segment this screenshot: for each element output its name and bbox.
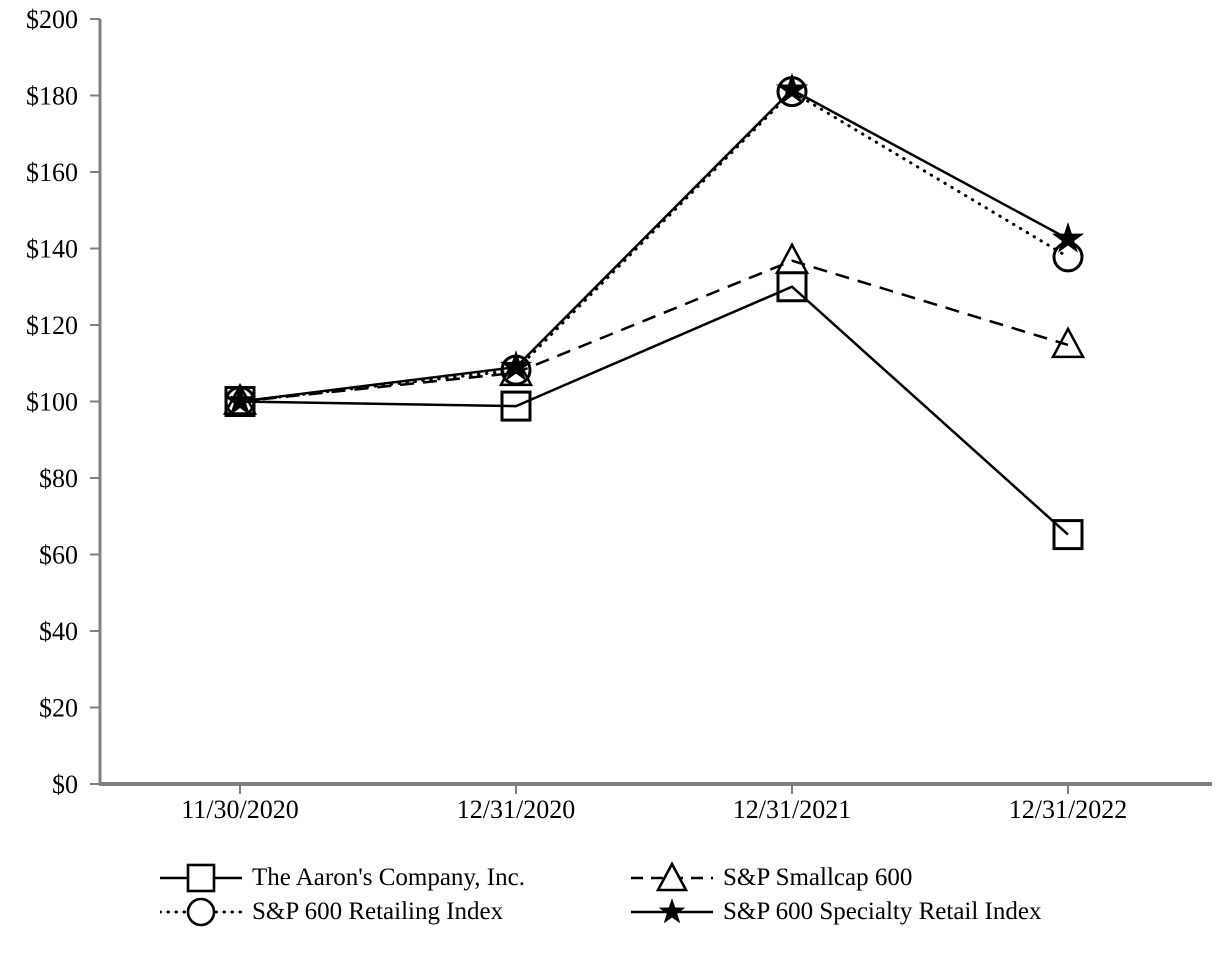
y-tick-label: $180 [26, 82, 78, 111]
legend-label-sp-smallcap-600: S&P Smallcap 600 [723, 864, 913, 891]
y-tick-label: $80 [39, 464, 78, 493]
series-markers-circle [224, 76, 1084, 417]
x-tick-label: 12/31/2021 [733, 795, 851, 824]
y-tick-label: $40 [39, 617, 78, 646]
series-markers-star [223, 72, 1085, 416]
legend-item-sp-600-specialty-retail: S&P 600 Specialty Retail Index [631, 895, 1041, 929]
legend-item-sp-smallcap-600: S&P Smallcap 600 [631, 861, 1041, 895]
legend-item-sp-600-retailing: S&P 600 Retailing Index [160, 895, 631, 929]
x-tick-label: 12/31/2022 [1009, 795, 1127, 824]
legend-label-sp-600-specialty-retail: S&P 600 Specialty Retail Index [723, 898, 1042, 925]
y-tick-label: $0 [52, 770, 78, 799]
x-tick-label: 11/30/2020 [181, 795, 298, 824]
chart-legend: The Aaron's Company, Inc. S&P Smallcap 6… [160, 861, 1041, 929]
y-tick-label: $140 [26, 235, 78, 264]
y-tick-label: $20 [39, 694, 78, 723]
legend-label-aarons-company: The Aaron's Company, Inc. [252, 864, 525, 891]
series-line-circle [238, 89, 1070, 403]
solid-line-star-marker-icon [631, 898, 713, 924]
x-axis: 11/30/2020 12/31/2020 12/31/2021 12/31/2022 [99, 782, 1212, 824]
series-line-square [239, 285, 1069, 536]
solid-line-square-marker-icon [160, 863, 242, 893]
x-tick-label: 12/31/2020 [457, 795, 575, 824]
legend-item-aarons-company: The Aaron's Company, Inc. [160, 861, 631, 895]
y-tick-label: $60 [39, 541, 78, 570]
series-markers-square [224, 271, 1084, 551]
y-tick-label: $160 [26, 158, 78, 187]
legend-label-sp-600-retailing: S&P 600 Retailing Index [252, 898, 504, 925]
series-line-triangle [239, 259, 1069, 403]
dotted-line-circle-marker-icon [160, 897, 242, 927]
y-tick-label: $120 [26, 311, 78, 340]
y-axis: $0 $20 $40 $60 $80 $100 $120 $140 $160 $180 $200 [26, 5, 102, 799]
y-tick-label: $200 [26, 5, 78, 34]
series-line-star [239, 88, 1069, 403]
dashed-line-triangle-marker-icon [631, 861, 713, 892]
y-tick-label: $100 [26, 388, 78, 417]
